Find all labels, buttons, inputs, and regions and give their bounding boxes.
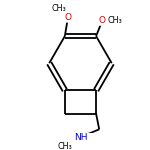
Text: CH₃: CH₃ — [57, 142, 72, 150]
Text: CH₃: CH₃ — [51, 3, 66, 12]
Text: NH: NH — [74, 133, 87, 142]
Text: CH₃: CH₃ — [107, 16, 122, 25]
Text: O: O — [64, 13, 71, 22]
Text: O: O — [99, 16, 106, 25]
